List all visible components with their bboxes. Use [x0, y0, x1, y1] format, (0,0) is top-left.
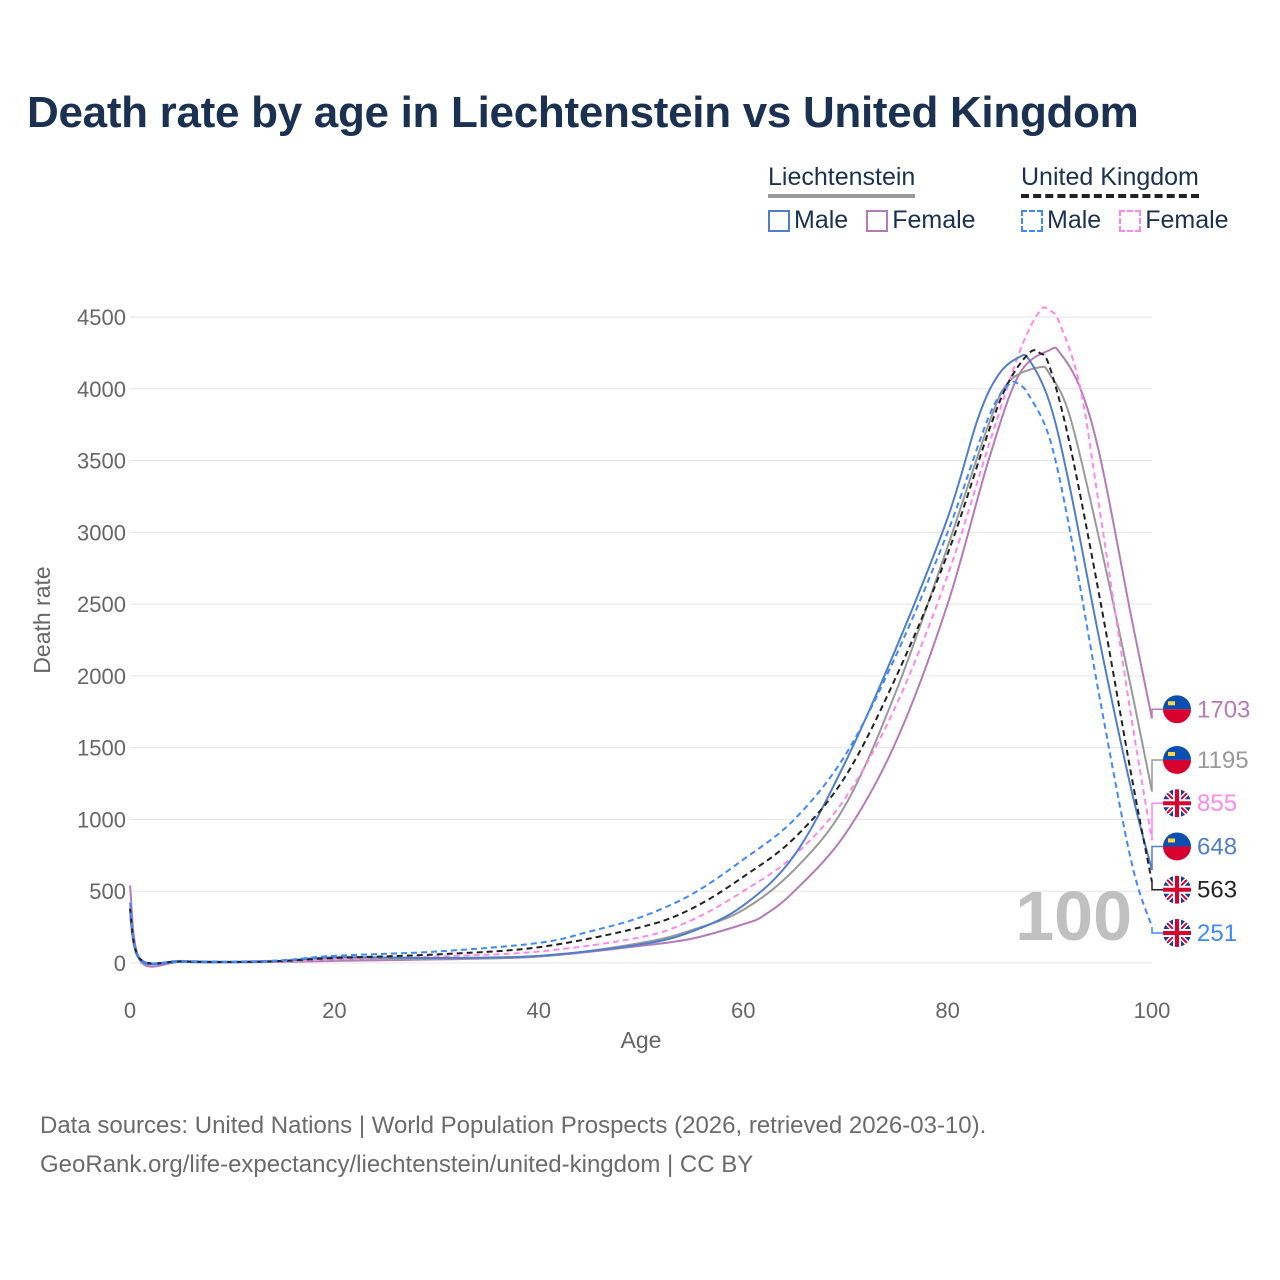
flag-body: [1163, 875, 1191, 904]
series-line-united-kingdom-female: [129, 306, 1153, 965]
legend-item-uk-male[interactable]: Male: [1021, 206, 1101, 235]
legend-group-liechtenstein: Liechtenstein Male Female: [768, 163, 976, 235]
legend-swatch: [1021, 209, 1043, 232]
flag-stripe-red: [1163, 846, 1191, 861]
end-value-label: 1195: [1197, 747, 1249, 774]
flag-body: [1163, 695, 1191, 724]
uk-flag-icon: [1163, 875, 1191, 904]
y-tick-label: 1500: [77, 736, 126, 761]
crown-icon: [1168, 751, 1175, 756]
y-tick-label: 1000: [77, 807, 126, 832]
legend-label: Male: [1047, 206, 1102, 234]
y-tick-label: 2000: [77, 664, 126, 689]
x-tick-label: 60: [731, 998, 755, 1023]
data-source: Data sources: United Nations | World Pop…: [40, 1112, 987, 1139]
flag-stripe-blue: [1163, 695, 1191, 710]
series-line-liechtenstein-male: [129, 353, 1153, 966]
x-axis-label: Age: [621, 1027, 662, 1053]
x-tick-label: 100: [1134, 998, 1171, 1023]
legend-label: Male: [794, 206, 849, 234]
end-value-label: 1703: [1197, 696, 1250, 723]
flag-cross-red: [1163, 919, 1191, 947]
flag-body: [1163, 919, 1191, 947]
legend-group-united-kingdom: United Kingdom Male Female: [1021, 163, 1229, 235]
flag-cross-red: [1163, 875, 1191, 904]
label-leader: [1151, 845, 1164, 870]
uk-flag-icon: [1163, 789, 1191, 818]
end-value-label: 855: [1197, 790, 1237, 817]
frame-label: 100: [1015, 877, 1132, 955]
crown-icon: [1168, 838, 1175, 843]
end-value-label: 251: [1197, 920, 1237, 947]
liechtenstein-flag-icon: [1163, 832, 1191, 861]
x-tick-label: 20: [322, 998, 346, 1023]
legend-swatch: [768, 209, 790, 232]
legend-item-li-male[interactable]: Male: [768, 206, 848, 235]
legend-heading: United Kingdom: [1021, 163, 1199, 198]
label-leader: [1151, 708, 1164, 719]
x-tick-label: 80: [935, 998, 959, 1023]
legend-item-li-female[interactable]: Female: [866, 206, 976, 235]
crown-icon: [1168, 701, 1175, 706]
legend-label: Female: [892, 206, 976, 234]
end-value-label: 648: [1197, 833, 1237, 860]
label-leader: [1151, 926, 1164, 934]
y-tick-label: 4500: [77, 305, 126, 330]
source-link[interactable]: GeoRank.org/life-expectancy/liechtenstei…: [40, 1151, 754, 1178]
series-line-liechtenstein-female: [129, 346, 1153, 968]
y-axis-label: Death rate: [29, 566, 55, 673]
chart-title: Death rate by age in Liechtenstein vs Un…: [27, 88, 1139, 137]
y-tick-label: 0: [114, 951, 126, 976]
liechtenstein-flag-icon: [1163, 695, 1191, 724]
legend-label: Female: [1145, 206, 1229, 234]
series-line-united-kingdom: [129, 349, 1153, 965]
label-leader: [1151, 759, 1164, 792]
flag-stripe-blue: [1163, 832, 1191, 847]
flag-body: [1163, 832, 1191, 861]
x-tick-label: 0: [124, 998, 136, 1023]
legend-swatch: [866, 209, 889, 232]
label-leader: [1151, 882, 1164, 891]
y-tick-label: 3500: [77, 449, 126, 474]
y-tick-label: 3000: [77, 520, 126, 545]
uk-flag-icon: [1163, 919, 1191, 947]
footer: Data sources: United Nations | World Pop…: [40, 1106, 986, 1184]
flag-stripe-blue: [1163, 745, 1191, 760]
legend-item-uk-female[interactable]: Female: [1119, 206, 1229, 235]
label-leader: [1151, 802, 1164, 841]
y-tick-label: 2500: [77, 592, 126, 617]
x-tick-label: 40: [527, 998, 551, 1023]
flag-stripe-red: [1163, 709, 1191, 724]
flag-body: [1163, 745, 1191, 774]
legend-swatch: [1119, 209, 1142, 232]
y-tick-label: 4000: [77, 377, 126, 402]
y-tick-label: 500: [89, 879, 126, 904]
legend-heading: Liechtenstein: [768, 163, 916, 198]
flag-body: [1163, 789, 1191, 818]
flag-cross-red: [1163, 789, 1191, 818]
liechtenstein-flag-icon: [1163, 745, 1191, 774]
end-value-label: 563: [1197, 877, 1237, 904]
series-line-united-kingdom-male: [129, 380, 1153, 965]
series-line-liechtenstein: [129, 365, 1153, 965]
flag-stripe-red: [1163, 759, 1191, 774]
